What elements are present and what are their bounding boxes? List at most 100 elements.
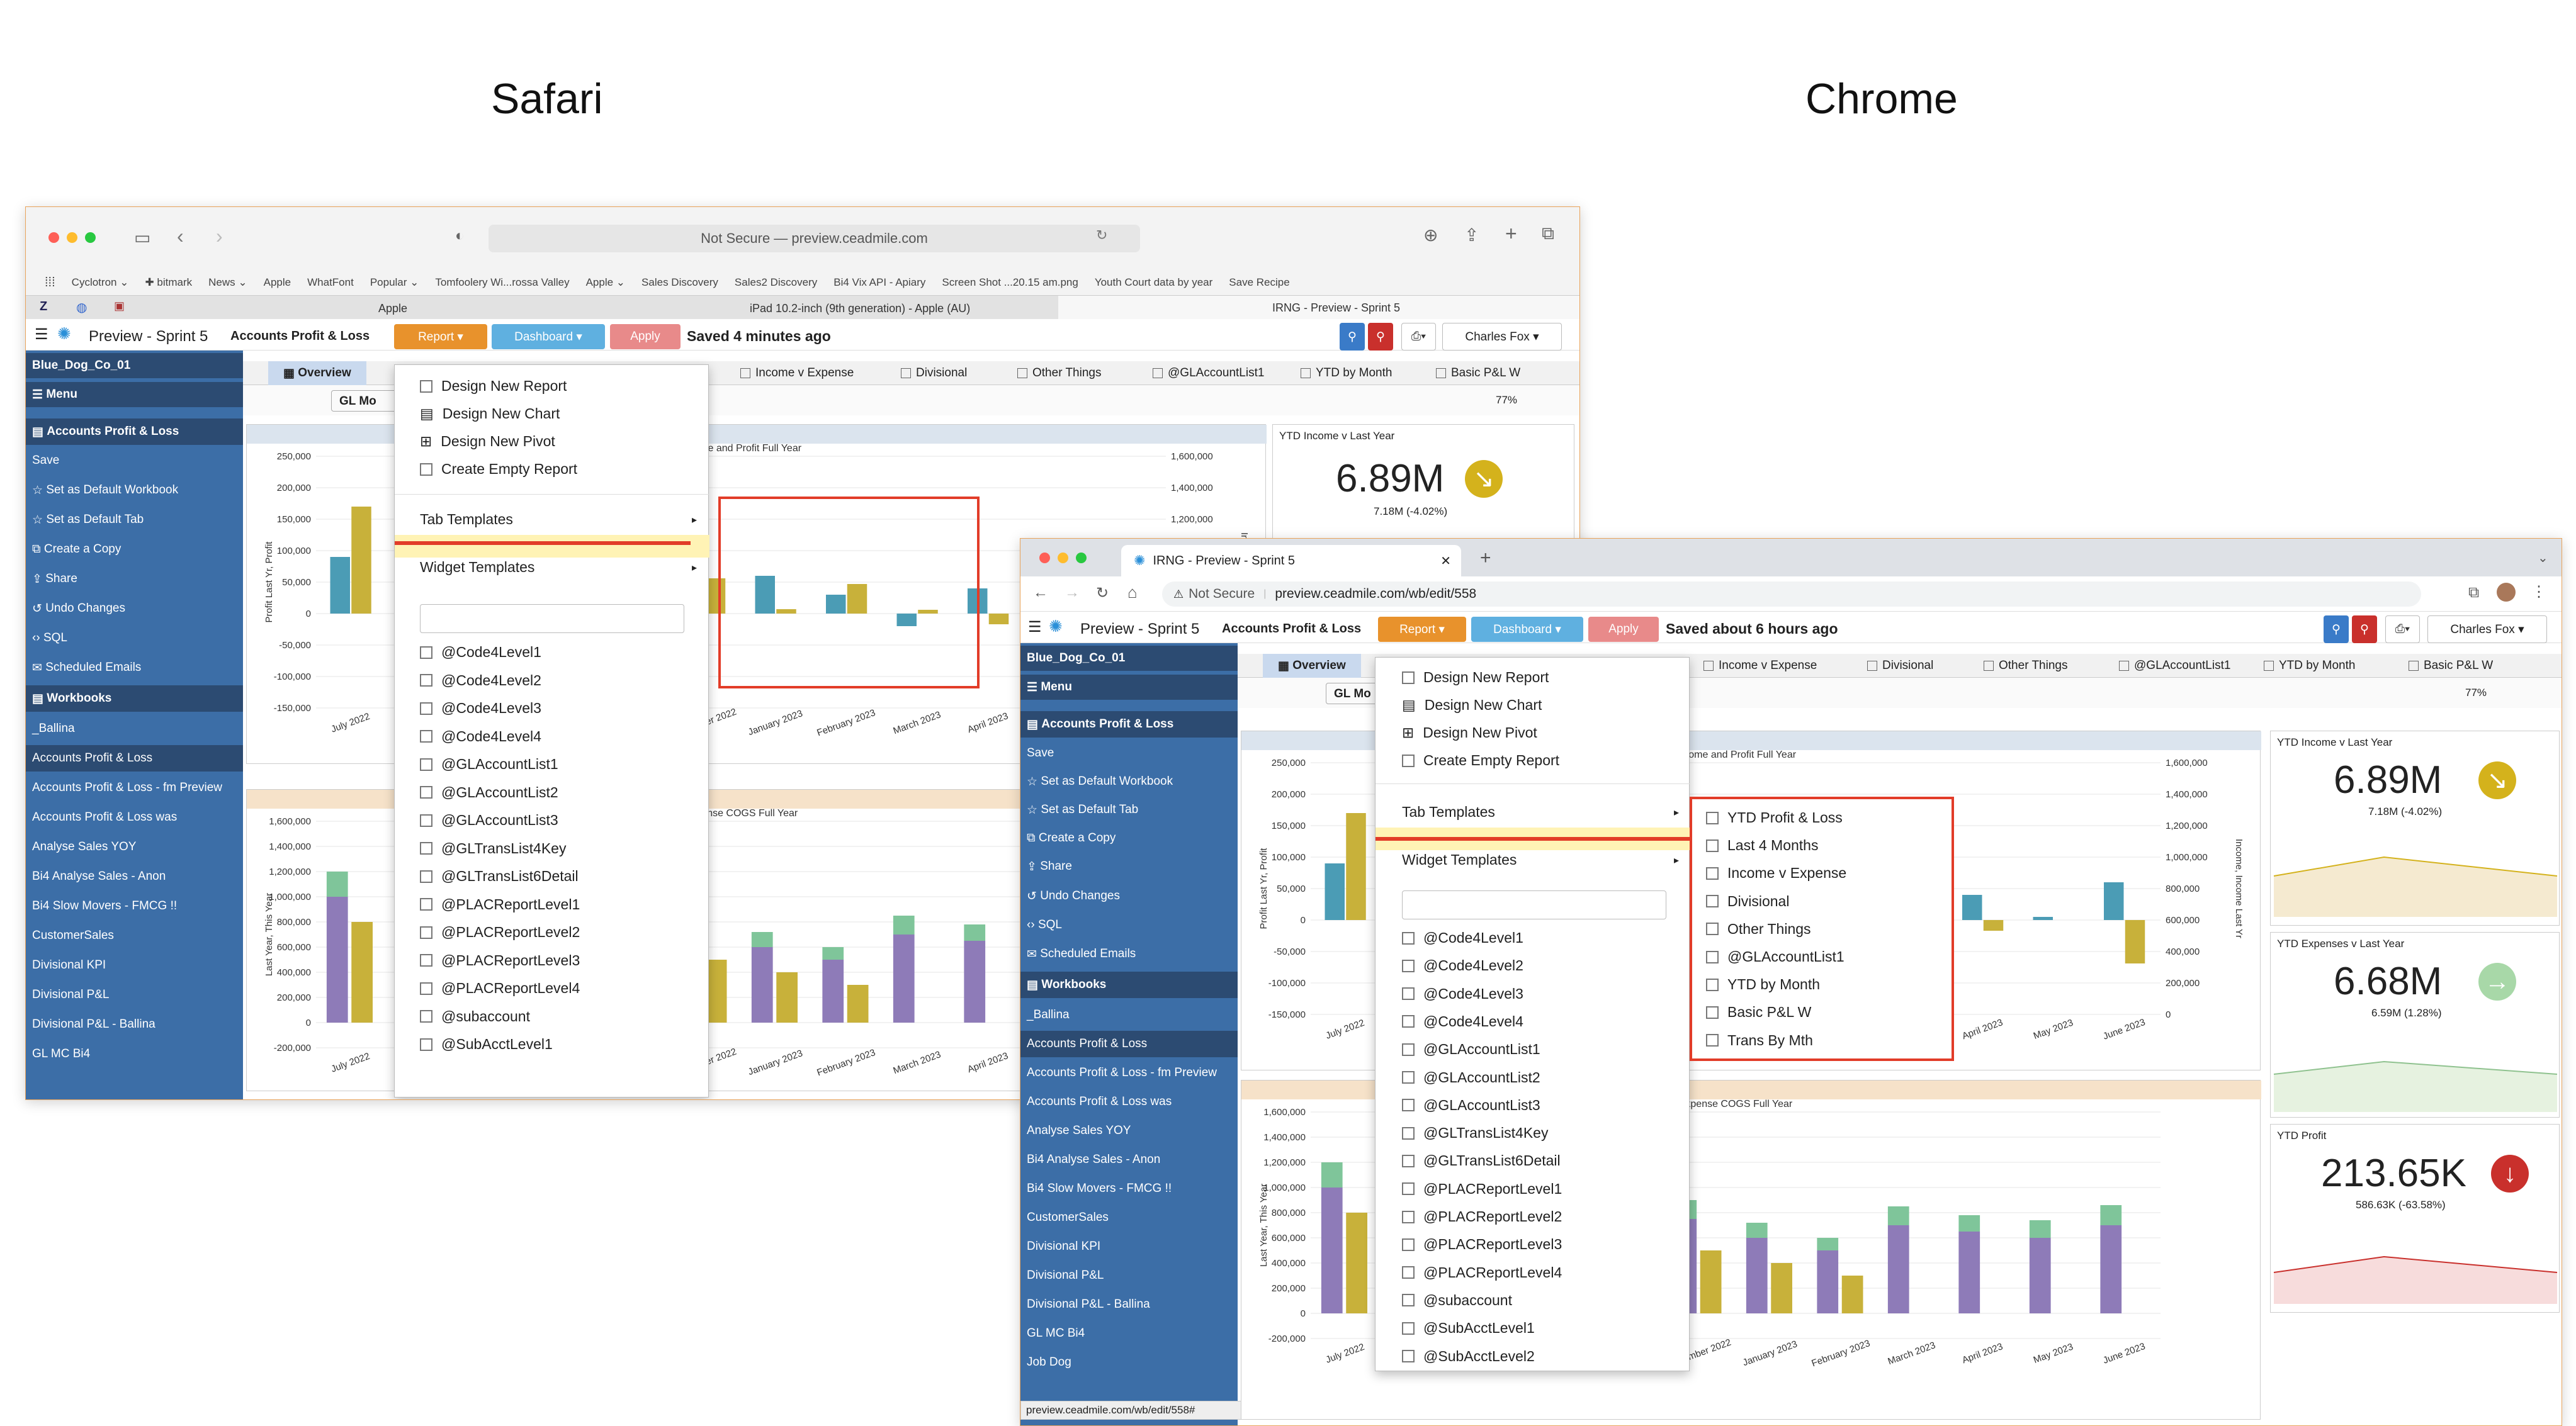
sidebar-action-save[interactable]: Save bbox=[1020, 741, 1054, 766]
menu-design-pivot[interactable]: ⊞ Design New Pivot bbox=[420, 433, 555, 450]
menu-template-item[interactable]: @Code4Level4 bbox=[1402, 1013, 1523, 1030]
bookmark-item[interactable]: Apple bbox=[263, 276, 291, 288]
bookmark-item[interactable]: Sales Discovery bbox=[641, 276, 718, 288]
menu-search-input[interactable] bbox=[420, 604, 684, 633]
tab-basic-pl[interactable]: Basic P&L W bbox=[2409, 659, 2493, 673]
omnibox[interactable]: ⚠ Not Secure | preview.ceadmile.com/wb/e… bbox=[1162, 581, 2421, 607]
sidebar-workbook-item[interactable]: Analyse Sales YOY bbox=[1020, 1118, 1131, 1144]
chrome-tab-active[interactable]: ✺ IRNG - Preview - Sprint 5 ✕ bbox=[1121, 545, 1461, 576]
safari-tab[interactable]: iPad 10.2-inch (9th generation) - Apple … bbox=[750, 302, 971, 315]
minimize-button[interactable] bbox=[67, 232, 77, 243]
apply-button[interactable]: Apply bbox=[610, 324, 681, 349]
menu-template-item[interactable]: @SubAcctLevel2 bbox=[1402, 1348, 1535, 1365]
menu-template-item[interactable]: @Code4Level2 bbox=[420, 672, 541, 689]
sidebar-workbook-item-active[interactable]: Accounts Profit & Loss bbox=[1020, 1031, 1238, 1057]
grid-icon[interactable]: ⁞⁞⁞ bbox=[45, 275, 55, 289]
user-menu[interactable]: Charles Fox ▾ bbox=[2427, 615, 2547, 643]
sidebar-workbook-item[interactable]: CustomerSales bbox=[26, 923, 114, 949]
sidebar-workbook-item[interactable]: GL MC Bi4 bbox=[1020, 1320, 1085, 1347]
sidebar-workbook-item[interactable]: Bi4 Analyse Sales - Anon bbox=[1020, 1147, 1160, 1173]
menu-template-item[interactable]: @Code4Level3 bbox=[420, 700, 541, 717]
report-button[interactable]: Report ▾ bbox=[1378, 617, 1466, 642]
more-icon[interactable]: ⋮ bbox=[2531, 583, 2546, 600]
bookmark-item[interactable]: Sales2 Discovery bbox=[734, 276, 818, 288]
sidebar-action-copy[interactable]: ⧉ Create a Copy bbox=[1027, 831, 1116, 845]
hamburger-icon[interactable]: ☰ bbox=[35, 326, 48, 343]
sidebar-workbook-item[interactable]: Accounts Profit & Loss - fm Preview bbox=[1020, 1060, 1217, 1086]
forward-icon[interactable]: › bbox=[216, 225, 223, 247]
menu-template-item[interactable]: @GLAccountList1 bbox=[1706, 948, 1844, 965]
dashboard-button[interactable]: Dashboard ▾ bbox=[1471, 617, 1583, 642]
sidebar-workbook-name[interactable]: Blue_Dog_Co_01 bbox=[1020, 646, 1238, 671]
menu-template-item[interactable]: @GLAccountList2 bbox=[1402, 1069, 1540, 1086]
extension-icon[interactable]: ⧉ bbox=[2468, 584, 2480, 601]
tab-divisional[interactable]: Divisional bbox=[1867, 659, 1933, 673]
menu-template-item[interactable]: @PLACReportLevel3 bbox=[1402, 1236, 1562, 1253]
sidebar-workbook-item[interactable]: _Ballina bbox=[1020, 1002, 1070, 1028]
bookmark-item[interactable]: Popular ⌄ bbox=[370, 276, 419, 288]
menu-design-chart[interactable]: ▤ Design New Chart bbox=[420, 405, 560, 422]
sidebar-action-emails[interactable]: ✉ Scheduled Emails bbox=[1027, 947, 1136, 961]
sidebar-workbook-item[interactable]: Analyse Sales YOY bbox=[26, 834, 136, 860]
safari-tab[interactable]: Apple bbox=[378, 302, 408, 315]
menu-template-item[interactable]: @GLTransList6Detail bbox=[1402, 1152, 1561, 1169]
sidebar-action-share[interactable]: ⇪ Share bbox=[1027, 860, 1072, 873]
menu-template-item[interactable]: Income v Expense bbox=[1706, 865, 1846, 882]
menu-design-report[interactable]: Design New Report bbox=[1402, 669, 1549, 686]
menu-template-item[interactable]: @GLTransList4Key bbox=[420, 840, 566, 857]
bookmark-item[interactable]: Bi4 Vix API - Apiary bbox=[833, 276, 926, 288]
reload-icon[interactable]: ↻ bbox=[1096, 227, 1108, 243]
hamburger-icon[interactable]: ☰ bbox=[1028, 619, 1042, 636]
tab-overview[interactable]: ▦ Overview bbox=[1263, 654, 1361, 678]
tab-ytd-by-month[interactable]: YTD by Month bbox=[2264, 659, 2355, 673]
print-button[interactable]: ⎙▾ bbox=[1401, 323, 1436, 351]
menu-template-item[interactable]: @Code4Level1 bbox=[420, 644, 541, 661]
sidebar-workbook-item[interactable]: Accounts Profit & Loss was bbox=[26, 804, 177, 831]
menu-template-item[interactable]: @Code4Level3 bbox=[1402, 985, 1523, 1002]
download-icon[interactable]: ⊕ bbox=[1423, 225, 1438, 245]
apply-button[interactable]: Apply bbox=[1588, 617, 1659, 642]
menu-template-item[interactable]: Basic P&L W bbox=[1706, 1004, 1811, 1021]
sidebar-workbook-item[interactable]: Divisional P&L - Ballina bbox=[1020, 1291, 1150, 1318]
tab-income-v-expense[interactable]: Income v Expense bbox=[1703, 659, 1817, 673]
home-icon[interactable]: ⌂ bbox=[1127, 583, 1138, 602]
dashboard-button[interactable]: Dashboard ▾ bbox=[492, 324, 605, 349]
menu-template-item[interactable]: @PLACReportLevel4 bbox=[420, 980, 580, 997]
filter-button[interactable]: ⚲ bbox=[2324, 615, 2349, 643]
menu-template-item[interactable]: Other Things bbox=[1706, 921, 1811, 938]
sidebar-workbook-name[interactable]: Blue_Dog_Co_01 bbox=[26, 353, 243, 378]
menu-empty-report[interactable]: Create Empty Report bbox=[420, 461, 577, 478]
zoom-button[interactable] bbox=[85, 232, 96, 243]
menu-template-item[interactable]: @PLACReportLevel1 bbox=[1402, 1181, 1562, 1198]
tab-other-things[interactable]: Other Things bbox=[1984, 659, 2067, 673]
bookmark-item[interactable]: Youth Court data by year bbox=[1094, 276, 1213, 288]
menu-template-item[interactable]: @PLACReportLevel4 bbox=[1402, 1264, 1562, 1281]
pinned-tab-icon[interactable]: ▣ bbox=[114, 300, 125, 312]
pinned-tab-icon[interactable]: Z bbox=[40, 300, 48, 313]
sidebar-action-emails[interactable]: ✉ Scheduled Emails bbox=[32, 661, 142, 675]
menu-template-item[interactable]: @PLACReportLevel2 bbox=[1402, 1208, 1562, 1225]
print-button[interactable]: ⎙▾ bbox=[2385, 615, 2420, 643]
menu-widget-templates[interactable]: Widget Templates ▸ bbox=[1402, 851, 1679, 868]
sidebar-workbook-item[interactable]: Accounts Profit & Loss was bbox=[1020, 1089, 1172, 1115]
share-icon[interactable]: ⇪ bbox=[1464, 225, 1479, 245]
sidebar-action-share[interactable]: ⇪ Share bbox=[32, 572, 77, 586]
bookmark-item[interactable]: Save Recipe bbox=[1229, 276, 1290, 288]
sidebar-workbook-item[interactable]: Bi4 Analyse Sales - Anon bbox=[26, 863, 166, 890]
address-bar[interactable]: Not Secure — preview.ceadmile.com bbox=[489, 225, 1140, 252]
menu-template-item[interactable]: @GLAccountList3 bbox=[1402, 1097, 1540, 1114]
tab-glaccountlist1[interactable]: @GLAccountList1 bbox=[1153, 366, 1264, 380]
menu-design-chart[interactable]: ▤ Design New Chart bbox=[1402, 697, 1542, 714]
menu-template-item[interactable]: YTD by Month bbox=[1706, 976, 1820, 993]
tab-ytd-by-month[interactable]: YTD by Month bbox=[1301, 366, 1392, 380]
sidebar-workbook-item-active[interactable]: Accounts Profit & Loss bbox=[26, 745, 243, 772]
pinned-tab-icon[interactable]: ◍ bbox=[76, 301, 88, 315]
sidebar-workbook-item[interactable]: GL MC Bi4 bbox=[26, 1041, 90, 1067]
minimize-button[interactable] bbox=[1058, 553, 1068, 563]
forward-icon[interactable]: → bbox=[1065, 584, 1080, 601]
menu-template-item[interactable]: @GLAccountList1 bbox=[420, 756, 558, 773]
sidebar-action-default-workbook[interactable]: ☆ Set as Default Workbook bbox=[32, 483, 179, 497]
bookmark-item[interactable]: Apple ⌄ bbox=[585, 276, 626, 288]
sidebar-workbook-item[interactable]: Job Dog bbox=[1020, 1349, 1071, 1376]
menu-design-report[interactable]: Design New Report bbox=[420, 378, 567, 395]
